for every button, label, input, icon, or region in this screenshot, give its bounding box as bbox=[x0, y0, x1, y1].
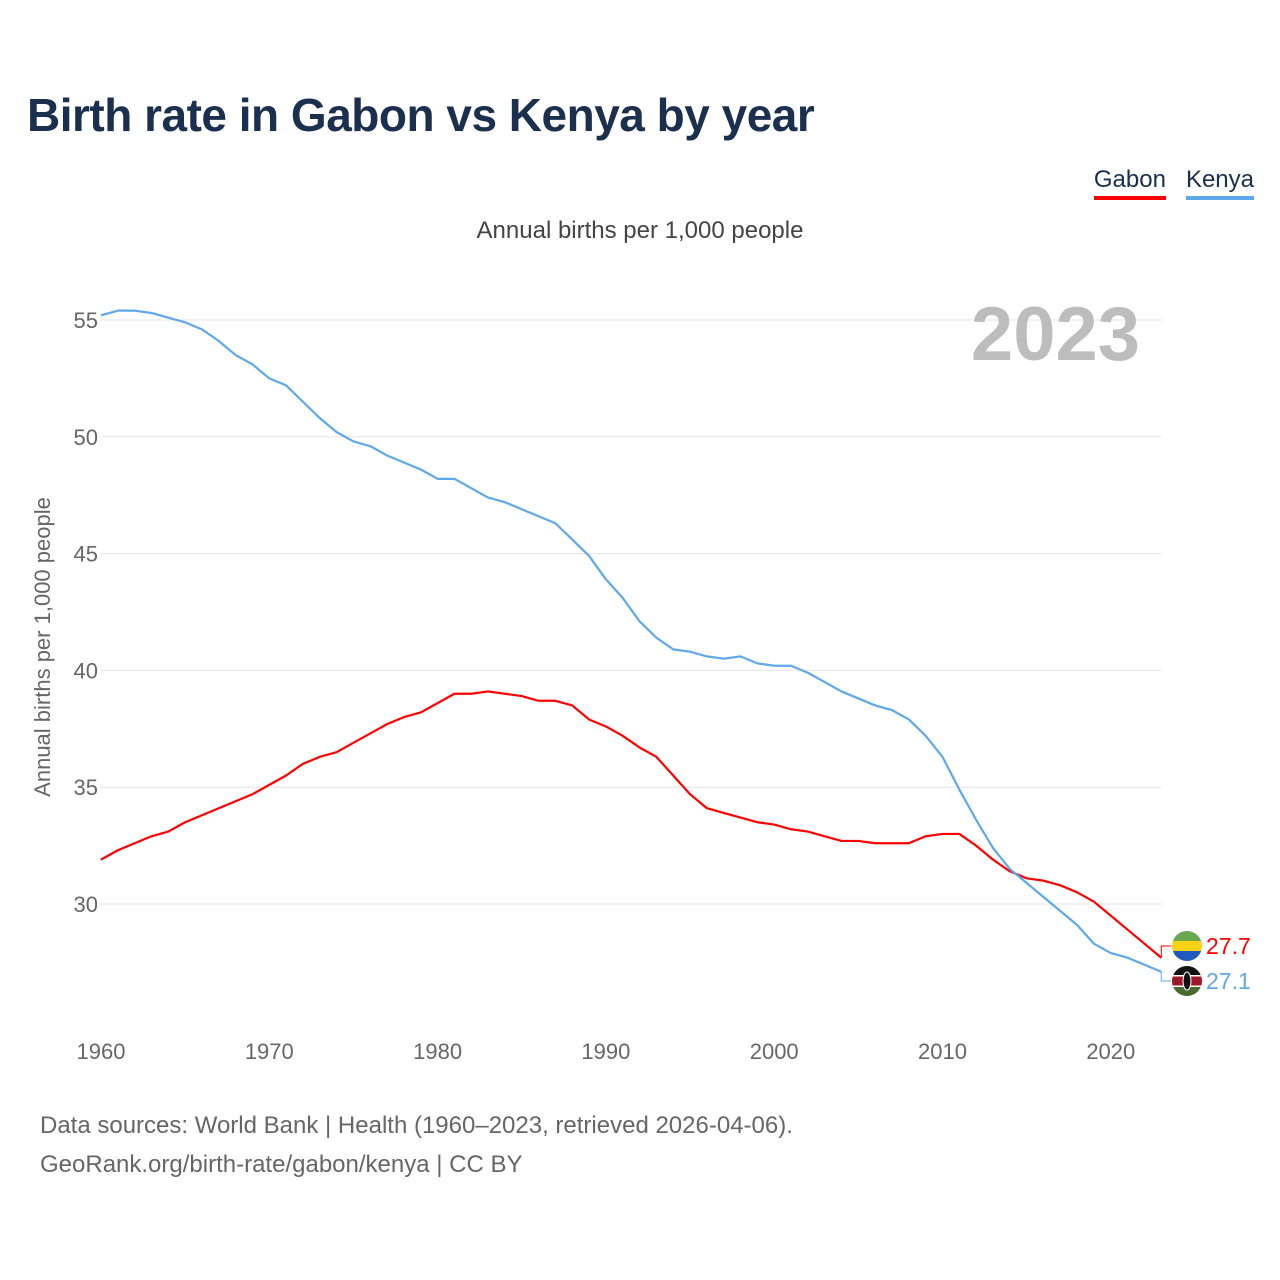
flag-stripe bbox=[1172, 941, 1202, 951]
flag-body bbox=[1172, 966, 1202, 996]
legend-gabon[interactable]: Gabon bbox=[1093, 166, 1166, 200]
flag-stripe bbox=[1172, 951, 1202, 961]
series-line-gabon bbox=[100, 690, 1162, 959]
x-tick-label: 1980 bbox=[413, 1039, 462, 1064]
x-tick-label: 1990 bbox=[581, 1039, 630, 1064]
flag-body bbox=[1172, 931, 1202, 961]
leader-line bbox=[1160, 971, 1172, 982]
source-line-1: Data sources: World Bank | Health (1960–… bbox=[40, 1112, 793, 1139]
flag-stripe bbox=[1172, 987, 1202, 996]
end-value-label: 27.1 bbox=[1206, 968, 1251, 994]
x-tick-label: 2000 bbox=[750, 1039, 799, 1064]
end-value-label: 27.7 bbox=[1206, 933, 1251, 959]
flag-stripe bbox=[1172, 931, 1202, 941]
year-watermark: 2023 bbox=[971, 292, 1140, 377]
y-tick-label: 30 bbox=[74, 892, 98, 917]
series-line-kenya bbox=[100, 309, 1162, 973]
x-tick-label: 1970 bbox=[245, 1039, 294, 1064]
gabon-flag-icon bbox=[1172, 931, 1202, 961]
y-axis-label: Annual births per 1,000 people bbox=[30, 497, 55, 797]
x-tick-label: 1960 bbox=[77, 1039, 126, 1064]
legend-kenya[interactable]: Kenya bbox=[1185, 166, 1254, 200]
chart-title: Birth rate in Gabon vs Kenya by year bbox=[27, 89, 815, 141]
y-tick-label: 40 bbox=[74, 658, 98, 683]
leader-line bbox=[1160, 945, 1172, 958]
y-tick-label: 55 bbox=[74, 308, 98, 333]
source-note: Data sources: World Bank | Health (1960–… bbox=[40, 1106, 793, 1184]
flag-shield bbox=[1182, 971, 1192, 991]
source-line-2[interactable]: GeoRank.org/birth-rate/gabon/kenya | CC … bbox=[40, 1151, 523, 1178]
x-tick-label: 2010 bbox=[918, 1039, 967, 1064]
flag-stripe bbox=[1172, 966, 1202, 976]
y-tick-label: 50 bbox=[74, 425, 98, 450]
y-tick-label: 35 bbox=[74, 775, 98, 800]
legend: Gabon Kenya bbox=[1093, 166, 1254, 200]
x-tick-label: 2020 bbox=[1086, 1039, 1135, 1064]
chart-subtitle: Annual births per 1,000 people bbox=[476, 217, 804, 244]
y-tick-label: 45 bbox=[74, 542, 98, 567]
kenya-flag-icon bbox=[1172, 966, 1202, 996]
